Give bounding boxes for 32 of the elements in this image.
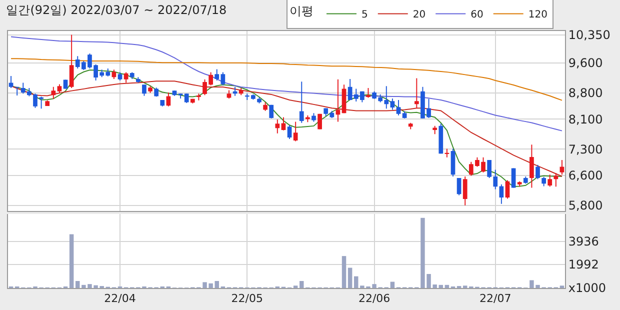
legend-title: 이평 (290, 4, 314, 18)
y-tick-label: 6,600 (568, 168, 603, 183)
bar (214, 280, 219, 288)
chart-title: 일간(92일) 2022/03/07 ~ 2022/07/18 (6, 2, 227, 17)
line-series (10, 36, 562, 132)
x-tick-label: 22/05 (231, 292, 263, 306)
bar (342, 256, 346, 288)
bar (438, 284, 443, 288)
bar (390, 282, 395, 288)
y-tick-label: 7,300 (568, 142, 603, 156)
y-tick-label: 3936 (568, 234, 599, 248)
bar (354, 276, 358, 288)
legend-label: 5 (362, 10, 368, 21)
y-tick-label: 1992 (568, 258, 599, 272)
y-tick-label: 5,800 (568, 198, 603, 213)
y-tick-label: 8,100 (568, 112, 603, 126)
bar (69, 234, 74, 288)
line-series (10, 58, 562, 101)
legend-label: 120 (528, 10, 548, 21)
y-tick-label: 9,600 (568, 56, 603, 70)
legend-label: 20 (412, 10, 426, 21)
legend-label: 60 (470, 10, 484, 21)
bar (444, 284, 450, 288)
x-tick-label: 22/06 (358, 292, 390, 306)
bar (348, 268, 352, 288)
x-tick-label: 22/07 (480, 292, 512, 306)
bar (76, 280, 80, 288)
y-tick-label: 10,350 (568, 28, 610, 42)
y-tick-label: x1000 (568, 281, 606, 296)
candlestick (414, 78, 419, 108)
x-tick-label: 22/04 (104, 292, 136, 306)
y-tick-label: 8,800 (568, 86, 603, 100)
